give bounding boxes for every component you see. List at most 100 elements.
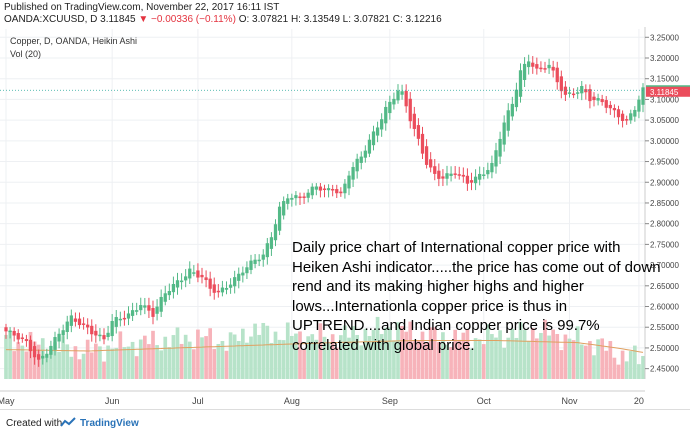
volume-bar [461,332,466,379]
volume-bar [543,319,547,379]
candle-body [261,254,265,260]
volume-bar [579,344,584,379]
volume-bar [16,342,21,379]
candle-body [359,156,363,163]
candle-body [102,335,106,340]
volume-bar [118,331,123,379]
candle-body [625,119,629,121]
candle-body [269,237,274,249]
volume-bar [298,331,302,379]
candle-body [192,272,196,274]
candle-body [45,353,49,358]
candle-body [612,108,617,111]
volume-bar [583,345,588,379]
volume-bar [167,347,172,379]
candle-body [314,186,318,190]
volume-bar [596,339,600,379]
volume-bar [314,339,319,379]
volume-bar [273,331,278,379]
volume-bar [114,347,119,379]
time-tick-label: Oct [477,396,492,406]
candle-body [200,274,204,278]
footer: Created with TradingView [0,409,690,436]
volume-bar [637,364,641,379]
candle-body [596,98,600,101]
volume-bar [216,343,221,379]
volume-bar [4,334,8,379]
candle-body [118,318,122,321]
volume-bar [551,329,556,379]
candle-body [600,99,604,103]
last-price: 3.11845 [100,14,136,25]
volume-bar [485,324,490,379]
tradingview-brand[interactable]: TradingView [80,418,139,429]
volume-bar [204,336,208,379]
volume-bar [187,341,192,379]
volume-bar [57,351,61,379]
candle-body [151,308,155,317]
candle-body [163,293,167,302]
candle-body [396,90,400,101]
price-label-box [646,86,690,97]
candle-body [233,277,237,287]
price-chart[interactable]: 3.25000 3.20000 3.15000 3.10000 3.05000 3.000… [0,27,690,409]
candle-body [20,337,24,339]
volume-bar [436,342,441,379]
candle-body [588,89,592,102]
volume-bar [302,349,306,379]
volume-bar [404,331,409,379]
candle-body [53,337,57,350]
chart-frame[interactable]: 3.25000 3.20000 3.15000 3.10000 3.05000 3.000… [0,27,690,409]
volume-bar [102,361,106,379]
time-tick-label: Aug [284,396,300,406]
volume-bar [604,350,609,379]
candle-body [273,224,278,241]
candle-body [339,191,343,194]
volume-bar [367,336,372,379]
candle-body [620,113,625,121]
candle-body [433,166,437,174]
volume-bar [424,342,429,379]
volume-bar [326,343,331,379]
volume-bar [8,331,12,379]
candle-body [465,175,470,184]
candle-body [94,330,98,336]
time-tick-label: 20 [634,396,644,406]
candle-body [28,339,33,352]
volume-bar [85,339,90,379]
volume-bar [53,342,57,379]
volume-bar [289,335,294,379]
volume-bar [126,346,131,379]
volume-bar [77,359,82,379]
volume-bar [400,325,404,379]
time-tick-label: Jun [105,396,120,406]
candle-body [629,113,633,121]
candle-body [110,320,114,337]
volume-bar [12,351,17,379]
volume-bar [441,332,445,379]
candle-body [461,174,465,177]
candle-body [449,173,453,176]
candle-body [494,150,498,167]
candle-body [220,287,225,293]
candle-body [294,195,298,199]
volume-bar [281,340,286,379]
volume-bar [212,349,217,379]
candle-body [171,284,176,293]
volume-bar [220,341,225,379]
volume-bar [236,340,241,379]
volume-bar [432,327,437,379]
volume-bar [530,328,535,379]
candle-body [179,280,184,283]
volume-bar [588,341,592,379]
volume-bar [363,328,368,379]
volume-bar [457,339,462,379]
volume-bar [641,356,645,379]
candle-body [277,206,282,231]
candle-body [416,125,421,139]
volume-bar [171,335,176,379]
candle-body [49,345,53,355]
volume-bar [269,342,274,379]
candle-body [126,313,131,319]
candle-body [90,325,94,335]
